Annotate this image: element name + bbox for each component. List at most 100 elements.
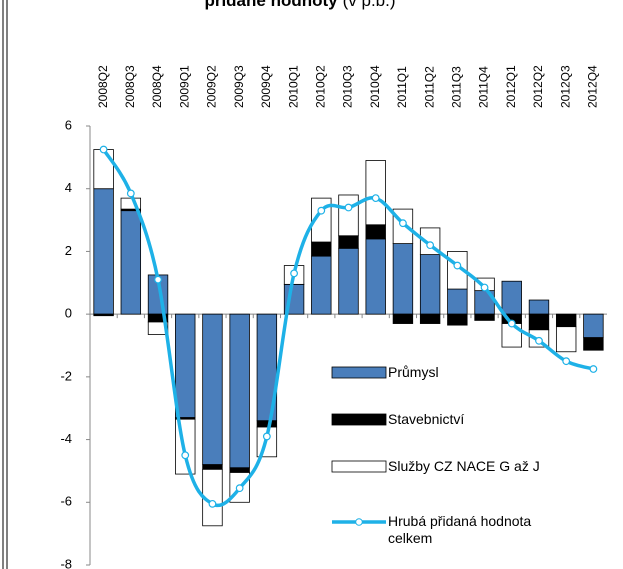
bar	[555, 326, 577, 353]
y-tick-label: -2	[60, 368, 72, 383]
y-tick-label: -8	[60, 556, 72, 569]
legend-entry: Hrubá přidaná hodnota celkem	[330, 513, 553, 547]
marker	[181, 451, 190, 460]
bar	[202, 464, 223, 470]
legend-label: Stavebnictví	[388, 411, 465, 427]
x-tick-label: 2009Q4	[259, 65, 273, 108]
marker	[371, 194, 380, 203]
legend-entry: Služby CZ NACE G až J	[330, 458, 553, 476]
bar	[392, 243, 414, 315]
marker	[507, 319, 516, 328]
legend-entry: Stavebnictví	[330, 411, 553, 429]
bar	[311, 241, 332, 257]
bar	[583, 313, 604, 339]
y-tick-label: 6	[65, 117, 72, 132]
y-tick-label: 4	[65, 180, 72, 195]
legend-icon	[331, 366, 387, 379]
bar	[365, 238, 386, 315]
marker	[154, 275, 162, 284]
bar	[501, 280, 522, 315]
x-tick-label: 2008Q2	[96, 65, 110, 108]
legend-marker	[355, 518, 363, 526]
bar	[229, 467, 250, 473]
x-tick-label: 2010Q1	[286, 65, 300, 108]
bar	[120, 210, 142, 315]
bar	[392, 313, 414, 324]
marker	[535, 336, 543, 345]
bar	[338, 194, 359, 237]
legend-icon	[331, 413, 387, 426]
bar	[419, 313, 441, 324]
marker	[99, 145, 108, 154]
marker	[290, 269, 298, 278]
bar	[93, 149, 114, 190]
bar	[229, 313, 250, 469]
x-tick-label: 2009Q1	[177, 65, 191, 108]
bar	[447, 313, 468, 326]
y-tick-label: -6	[60, 494, 72, 509]
title: přidané hodnoty	[204, 0, 338, 10]
bar	[528, 299, 550, 315]
legend-swatch	[331, 413, 387, 426]
legend-swatch	[331, 366, 387, 379]
x-tick-label: 2010Q4	[368, 65, 382, 108]
bar	[93, 188, 114, 315]
legend-label: Služby CZ NACE G až J	[388, 458, 540, 474]
legend-swatch	[331, 460, 387, 473]
bar	[120, 197, 142, 210]
bar	[338, 247, 359, 315]
legend-icon	[331, 460, 387, 473]
line	[102, 148, 594, 508]
marker	[480, 283, 489, 292]
bar	[365, 224, 386, 240]
bar	[365, 160, 386, 226]
marker	[344, 203, 353, 212]
x-tick-label: 2010Q2	[313, 65, 327, 108]
marker	[208, 499, 217, 508]
marker	[317, 206, 326, 215]
x-tick-label: 2011Q3	[450, 66, 464, 108]
bar	[93, 313, 114, 317]
subtitle: (v p.b.)	[343, 0, 396, 10]
x-tick-label: 2011Q2	[422, 66, 436, 108]
bar	[175, 313, 196, 419]
y-tick-label: -4	[60, 431, 72, 446]
x-tick-label: 2012Q3	[558, 65, 572, 108]
x-tick-label: 2010Q3	[341, 65, 355, 108]
bar	[447, 288, 468, 315]
bar	[311, 197, 332, 243]
marker	[426, 241, 435, 250]
bar	[338, 235, 359, 249]
bar	[256, 420, 278, 428]
marker	[589, 365, 598, 373]
legend-label: Průmysl	[388, 364, 439, 380]
bar	[528, 313, 550, 331]
marker	[453, 261, 462, 270]
x-tick-label: 2012Q2	[531, 65, 545, 108]
legend-label: Hrubá přidaná hodnota celkem	[388, 513, 532, 546]
bar	[147, 321, 169, 335]
x-tick-label: 2011Q4	[477, 66, 491, 108]
bar	[311, 255, 332, 315]
legend-icon	[332, 518, 386, 526]
chart-title: přidané hodnoty (v p.b.)	[204, 0, 395, 10]
bar	[202, 313, 223, 466]
marker	[126, 189, 135, 198]
x-tick-label: 2008Q4	[150, 65, 164, 108]
x-tick-label: 2009Q2	[205, 65, 219, 108]
marker	[262, 432, 271, 441]
marker	[235, 484, 244, 493]
bar	[555, 313, 577, 328]
x-tick-label: 2012Q1	[504, 65, 518, 108]
marker	[562, 357, 571, 366]
y-tick-label: 0	[65, 306, 72, 321]
x-tick-label: 2009Q3	[232, 65, 246, 108]
bar	[583, 337, 604, 351]
bar	[474, 313, 495, 321]
legend-entry: Průmysl	[330, 364, 553, 382]
x-tick-label: 2012Q4	[586, 65, 600, 108]
x-tick-label: 2008Q3	[123, 65, 137, 108]
marker	[399, 219, 407, 228]
